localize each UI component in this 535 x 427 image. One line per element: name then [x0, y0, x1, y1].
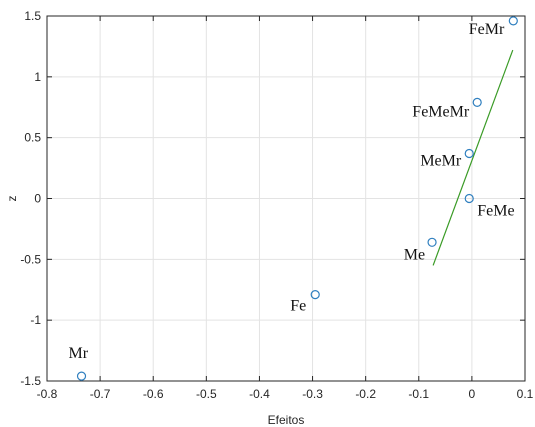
data-point-label: FeMr — [469, 21, 505, 38]
data-point-label: Me — [404, 246, 425, 263]
data-point-label: Fe — [290, 298, 306, 315]
x-tick-label: -0.3 — [302, 387, 323, 401]
x-tick-label: -0.8 — [37, 387, 58, 401]
x-tick-label: -0.1 — [408, 387, 429, 401]
y-tick-label: 1 — [34, 70, 41, 84]
y-tick-label: 1.5 — [24, 9, 41, 23]
data-point-label: MeMr — [420, 152, 462, 169]
fit-line — [432, 49, 514, 266]
data-point-marker — [76, 371, 87, 381]
y-tick-label: 0 — [34, 192, 41, 206]
data-point-marker — [472, 97, 482, 107]
fit-line-group — [432, 49, 514, 266]
x-tick-label: 0.1 — [517, 387, 534, 401]
data-point-marker — [464, 148, 474, 159]
data-point-marker — [310, 290, 320, 300]
x-tick-label: -0.5 — [196, 387, 217, 401]
data-point-label: Mr — [69, 345, 89, 362]
y-tick-label: -0.5 — [20, 252, 41, 266]
grid — [46, 15, 526, 382]
x-axis-title: Efeitos — [268, 413, 305, 427]
y-tick-label: -1.5 — [20, 374, 41, 388]
y-axis-title: z — [5, 196, 19, 202]
data-point-marker — [464, 193, 474, 204]
data-point-label: FeMe — [477, 203, 514, 220]
data-point-label: FeMeMr — [412, 103, 470, 120]
data-point-marker — [508, 16, 518, 26]
x-tick-label: -0.6 — [143, 387, 164, 401]
x-tick-label: -0.4 — [249, 387, 270, 401]
x-tick-label: -0.2 — [355, 387, 376, 401]
axis-ticks: -0.8 -0.7 -0.6 -0.5 -0.4 -0.3 -0.2 -0.1 0 0.1 -1.5… — [20, 9, 533, 401]
x-tick-label: 0 — [469, 387, 476, 401]
y-tick-label: -1 — [30, 313, 41, 327]
x-tick-label: -0.7 — [90, 387, 111, 401]
y-tick-label: 0.5 — [24, 131, 41, 145]
data-point-marker — [427, 237, 437, 247]
